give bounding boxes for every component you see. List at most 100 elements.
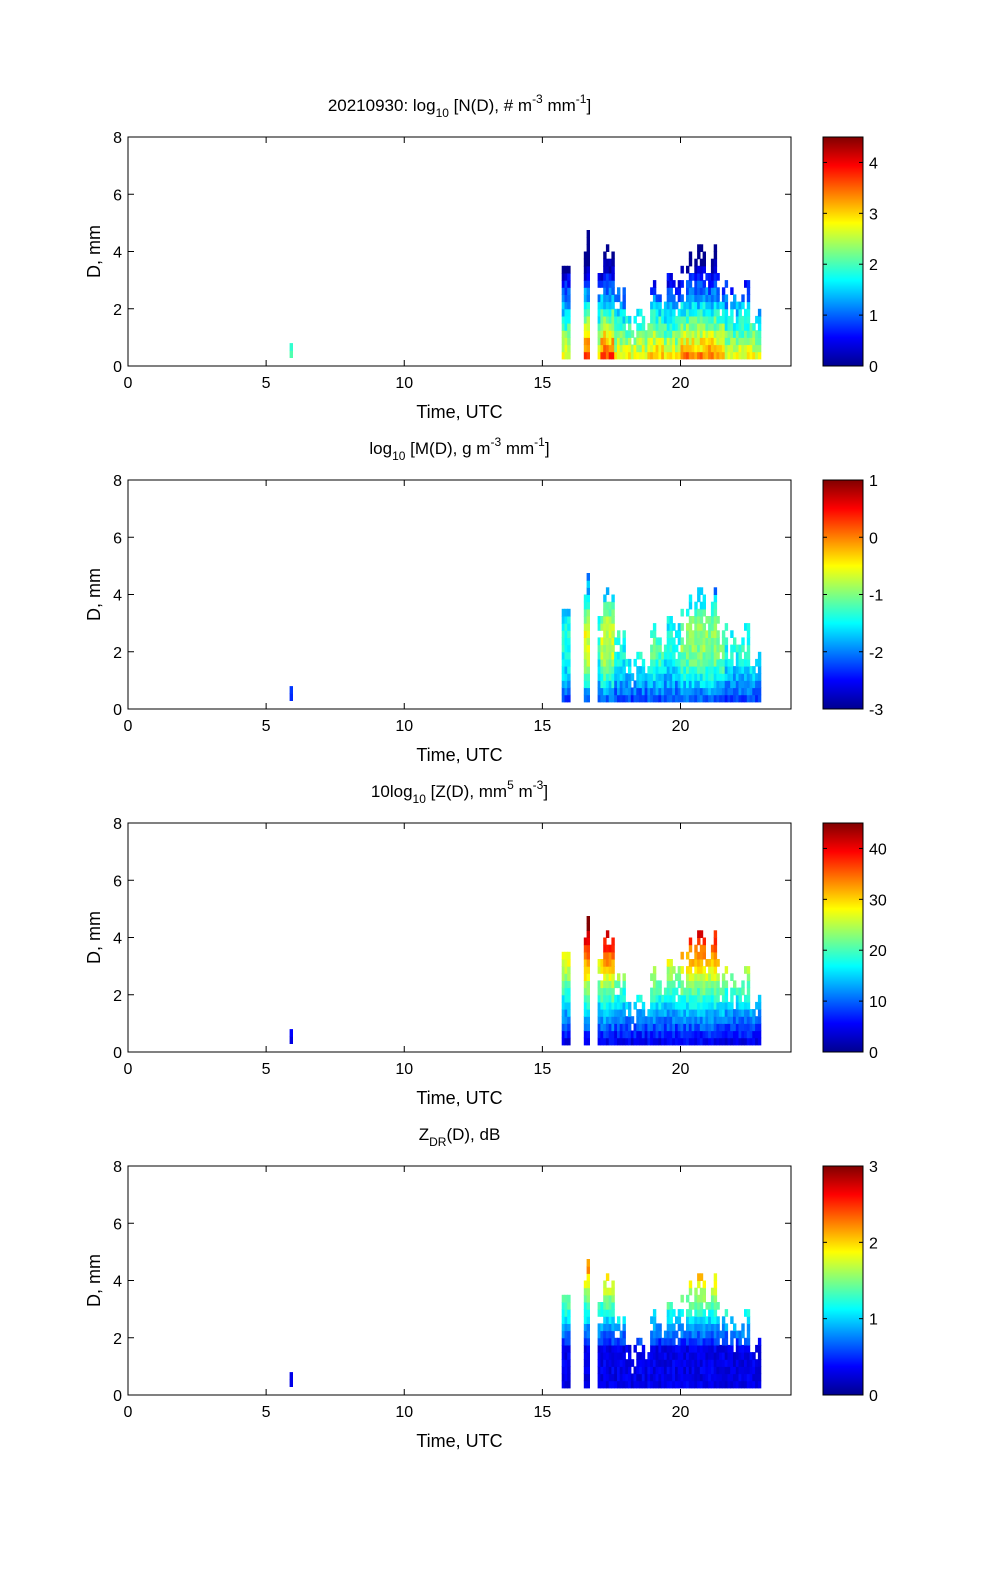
heatmap-cell bbox=[730, 1352, 734, 1360]
heatmap-cell bbox=[672, 1344, 676, 1353]
heatmap-cell bbox=[567, 1030, 571, 1039]
heatmap-cell bbox=[603, 337, 607, 346]
heatmap-cell bbox=[583, 951, 588, 960]
heatmap-cell bbox=[710, 1294, 715, 1303]
heatmap-cell bbox=[680, 1309, 684, 1317]
heatmap-cell bbox=[622, 351, 626, 360]
heatmap-cell bbox=[652, 308, 657, 317]
heatmap-cell bbox=[733, 1037, 737, 1046]
heatmap-cell bbox=[655, 980, 659, 989]
heatmap-cell bbox=[669, 959, 673, 967]
heatmap-cell bbox=[746, 287, 751, 295]
heatmap-cell bbox=[699, 258, 704, 267]
heatmap-cell bbox=[567, 1309, 571, 1317]
heatmap-cell bbox=[636, 651, 640, 660]
heatmap-cell bbox=[672, 994, 676, 1003]
heatmap-cell bbox=[691, 1352, 695, 1360]
heatmap-cell bbox=[650, 1037, 654, 1046]
heatmap-cell bbox=[658, 294, 662, 303]
heatmap-cell bbox=[663, 323, 668, 331]
heatmap-cell bbox=[708, 351, 712, 360]
heatmap-cell bbox=[702, 1023, 706, 1032]
heatmap-cell bbox=[669, 1366, 673, 1375]
heatmap-cell bbox=[672, 666, 676, 674]
heatmap-cell bbox=[583, 601, 588, 610]
heatmap-cell bbox=[561, 608, 566, 617]
heatmap-cell bbox=[628, 680, 632, 689]
heatmap-cell bbox=[710, 1302, 715, 1310]
heatmap-cell bbox=[605, 1373, 610, 1382]
heatmap-cell bbox=[713, 930, 718, 938]
heatmap-cell bbox=[735, 1009, 740, 1017]
x-tick-label: 10 bbox=[395, 718, 413, 735]
heatmap-cell bbox=[583, 644, 588, 653]
heatmap-cell bbox=[644, 344, 648, 353]
heatmap-cell bbox=[663, 1030, 668, 1039]
heatmap-cell bbox=[611, 987, 615, 996]
heatmap-cell bbox=[713, 651, 718, 660]
heatmap-cell bbox=[583, 1294, 588, 1303]
heatmap-cell bbox=[619, 1380, 624, 1389]
heatmap-cell bbox=[749, 1037, 753, 1046]
heatmap-cell bbox=[716, 315, 720, 324]
colorbar-gradient bbox=[822, 136, 864, 367]
heatmap-cell bbox=[699, 587, 704, 595]
heatmap-cell bbox=[586, 1337, 590, 1346]
heatmap-cell bbox=[672, 308, 676, 317]
heatmap-cell bbox=[630, 1030, 635, 1039]
heatmap-cell bbox=[721, 330, 726, 338]
heatmap-cell bbox=[666, 651, 671, 660]
heatmap-cell bbox=[730, 1330, 734, 1339]
heatmap-cell bbox=[680, 680, 684, 689]
heatmap-cell bbox=[686, 344, 690, 353]
heatmap-cell bbox=[650, 323, 654, 331]
heatmap-cell bbox=[641, 1023, 646, 1032]
heatmap-cell bbox=[688, 1001, 693, 1010]
heatmap-cell bbox=[655, 301, 659, 310]
heatmap-cell bbox=[652, 1380, 657, 1389]
heatmap-cell bbox=[567, 666, 571, 674]
heatmap-cell bbox=[733, 980, 737, 989]
heatmap-cell bbox=[744, 1309, 748, 1317]
heatmap-cell bbox=[608, 1030, 613, 1039]
heatmap-cell bbox=[567, 1316, 571, 1324]
heatmap-cell bbox=[719, 1373, 723, 1382]
heatmap-cell bbox=[641, 1037, 646, 1046]
heatmap-cell bbox=[697, 994, 701, 1003]
y-tick-label: 8 bbox=[113, 816, 122, 833]
heatmap-cell bbox=[719, 687, 723, 696]
heatmap-cell bbox=[746, 1352, 751, 1360]
heatmap-cell bbox=[666, 637, 671, 646]
heatmap-cell bbox=[697, 608, 701, 617]
heatmap-cell bbox=[702, 1344, 706, 1353]
heatmap-cell bbox=[611, 1330, 615, 1339]
panel-1: 20210930: log10 [N(D), # m-3 mm-1]0 5 10 15… bbox=[84, 92, 878, 422]
heatmap-cell bbox=[625, 1380, 629, 1389]
heatmap-cell bbox=[661, 673, 665, 681]
heatmap-cell bbox=[622, 687, 626, 696]
heatmap-cell bbox=[603, 630, 607, 638]
heatmap-cell bbox=[622, 1323, 626, 1332]
heatmap-cell bbox=[633, 658, 637, 667]
heatmap-cell bbox=[650, 344, 654, 353]
heatmap-cell bbox=[611, 973, 615, 981]
heatmap-cell bbox=[561, 1309, 566, 1317]
heatmap-cell bbox=[603, 608, 607, 617]
heatmap-cell bbox=[636, 666, 640, 674]
heatmap-cell bbox=[713, 959, 718, 967]
heatmap-cell bbox=[600, 987, 604, 996]
heatmap-cell bbox=[583, 1352, 588, 1360]
heatmap-cell bbox=[683, 1366, 687, 1375]
heatmap-cell bbox=[644, 330, 648, 338]
heatmap-cell bbox=[691, 987, 695, 996]
heatmap-cell bbox=[738, 351, 742, 360]
heatmap-cell bbox=[672, 1323, 676, 1332]
heatmap-cell bbox=[744, 1337, 748, 1346]
y-tick-label: 4 bbox=[113, 588, 122, 605]
heatmap-cell bbox=[586, 280, 590, 288]
heatmap-cell bbox=[713, 251, 718, 260]
heatmap-cell bbox=[561, 951, 566, 960]
heatmap-cell bbox=[677, 658, 682, 667]
heatmap-cell bbox=[603, 301, 607, 310]
heatmap-cell bbox=[708, 623, 712, 631]
